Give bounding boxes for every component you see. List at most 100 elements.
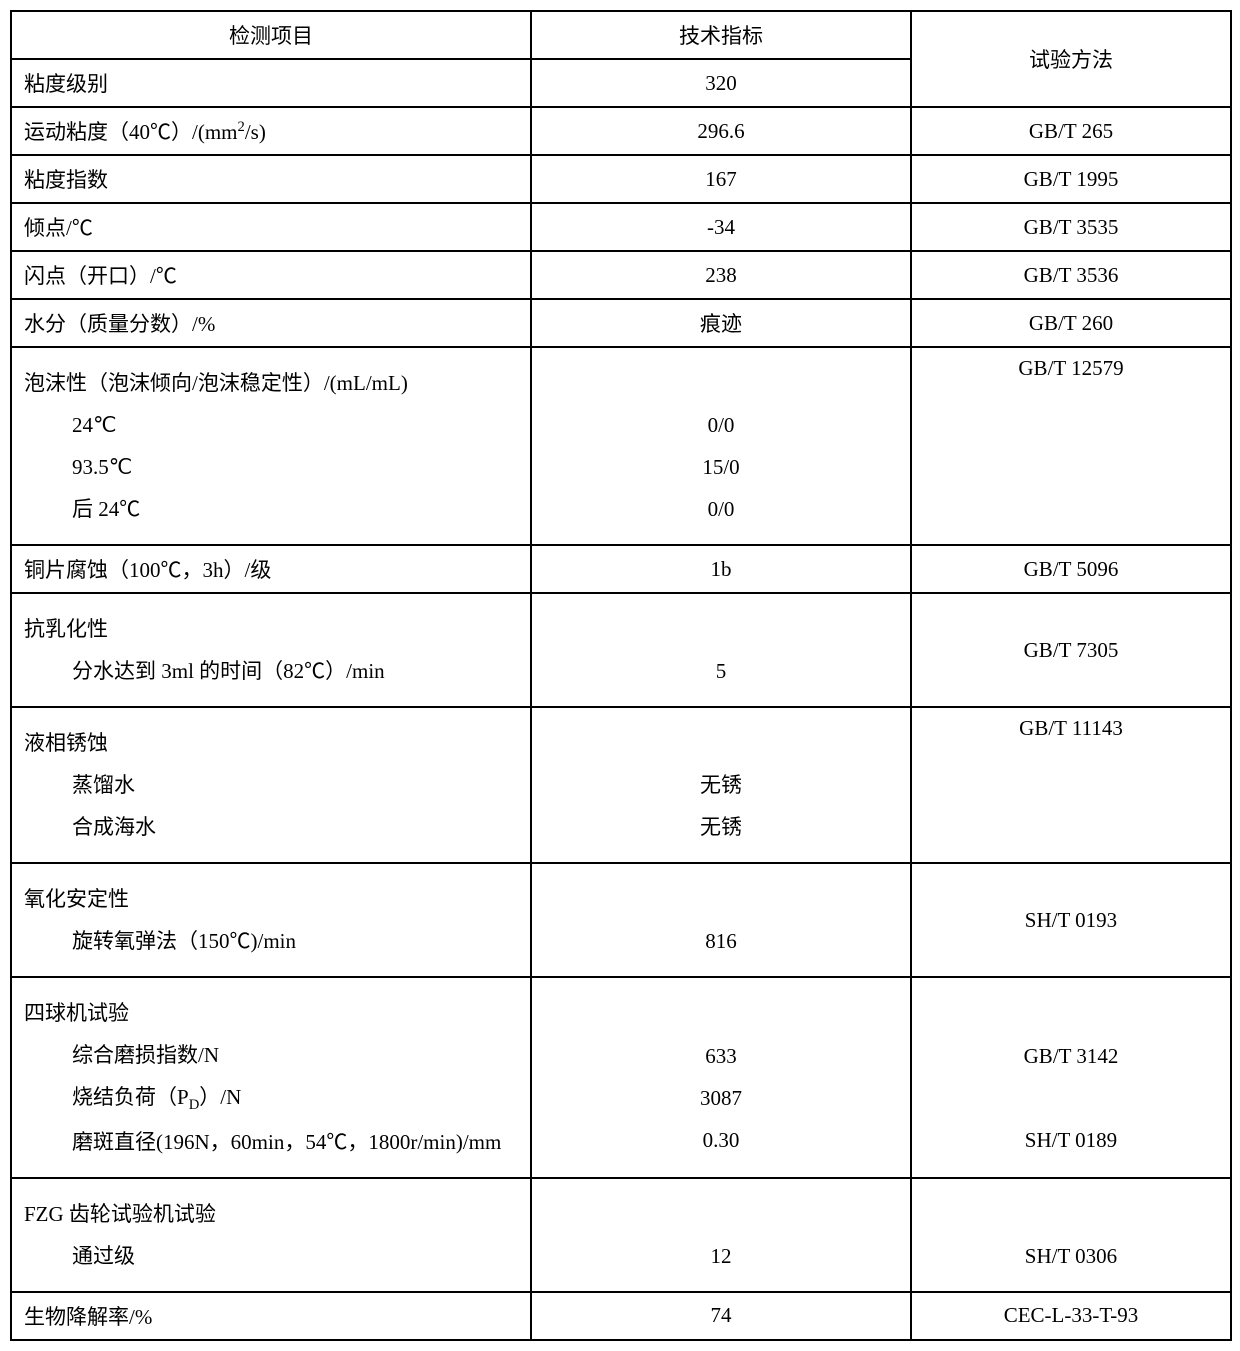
- value-text: -34: [707, 215, 735, 239]
- cell-line: 后 24℃: [24, 488, 518, 530]
- value-line: 816: [544, 920, 898, 962]
- value-cell: 296.6: [531, 107, 911, 155]
- value-line: 0.30: [544, 1119, 898, 1161]
- method-cell: GB/T 3142 SH/T 0189: [911, 977, 1231, 1178]
- value-cell: 痕迹: [531, 299, 911, 347]
- item-text: 铜片腐蚀（100℃，3h）/级: [24, 558, 271, 582]
- item-cell: 倾点/℃: [11, 203, 531, 251]
- value-cell: 无锈无锈: [531, 707, 911, 863]
- method-text: GB/T 265: [1029, 119, 1113, 143]
- cell-line: 抗乳化性: [24, 617, 108, 641]
- value-line: [544, 362, 898, 404]
- item-cell: 氧化安定性旋转氧弹法（150℃)/min: [11, 863, 531, 977]
- table-row: 水分（质量分数）/% 痕迹 GB/T 260: [11, 299, 1231, 347]
- item-cell: 粘度级别: [11, 59, 531, 107]
- value-line: 无锈: [544, 764, 898, 806]
- item-cell: 液相锈蚀蒸馏水合成海水: [11, 707, 531, 863]
- value-cell: 0/015/00/0: [531, 347, 911, 545]
- value-line: 0/0: [544, 488, 898, 530]
- method-text: GB/T 11143: [1019, 716, 1123, 740]
- value-line: 15/0: [544, 446, 898, 488]
- table-row: 闪点（开口）/℃ 238 GB/T 3536: [11, 251, 1231, 299]
- value-line: [544, 993, 898, 1035]
- cell-line: 合成海水: [24, 806, 518, 848]
- value-line: 3087: [544, 1077, 898, 1119]
- table-row: 四球机试验综合磨损指数/N烧结负荷（PD）/N磨斑直径(196N，60min，5…: [11, 977, 1231, 1178]
- value-cell: 238: [531, 251, 911, 299]
- method-cell: GB/T 260: [911, 299, 1231, 347]
- method-cell: GB/T 265: [911, 107, 1231, 155]
- item-cell: 铜片腐蚀（100℃，3h）/级: [11, 545, 531, 593]
- specification-table: 检测项目 技术指标 试验方法粘度级别 320 运动粘度（40℃）/(mm2/s) 296.…: [10, 10, 1232, 1341]
- method-cell: SH/T 0193: [911, 863, 1231, 977]
- value-line: 5: [544, 650, 898, 692]
- method-cell: GB/T 12579: [911, 347, 1231, 545]
- item-cell: 生物降解率/%: [11, 1292, 531, 1340]
- value-text: 296.6: [697, 119, 744, 143]
- cell-line: 烧结负荷（PD）/N: [24, 1076, 518, 1121]
- value-line: 12: [544, 1235, 898, 1277]
- item-cell: 四球机试验综合磨损指数/N烧结负荷（PD）/N磨斑直径(196N，60min，5…: [11, 977, 531, 1178]
- value-line: [544, 878, 898, 920]
- item-cell: 闪点（开口）/℃: [11, 251, 531, 299]
- table-row: 生物降解率/%74 CEC-L-33-T-93: [11, 1292, 1231, 1340]
- table-row: 倾点/℃ -34 GB/T 3535: [11, 203, 1231, 251]
- item-cell: 抗乳化性分水达到 3ml 的时间（82℃）/min: [11, 593, 531, 707]
- cell-line: 分水达到 3ml 的时间（82℃）/min: [24, 650, 518, 692]
- cell-line: 泡沫性（泡沫倾向/泡沫稳定性）/(mL/mL): [24, 371, 408, 395]
- cell-line: 蒸馏水: [24, 764, 518, 806]
- table-row: 铜片腐蚀（100℃，3h）/级 1b GB/T 5096: [11, 545, 1231, 593]
- value-text: 167: [705, 167, 737, 191]
- method-cell: SH/T 0306: [911, 1178, 1231, 1292]
- method-text: CEC-L-33-T-93: [1004, 1303, 1139, 1327]
- method-cell: CEC-L-33-T-93: [911, 1292, 1231, 1340]
- method-line: SH/T 0189: [924, 1119, 1218, 1161]
- method-line: GB/T 3142: [924, 1035, 1218, 1077]
- method-text: GB/T 12579: [1018, 356, 1123, 380]
- value-cell: 167: [531, 155, 911, 203]
- method-text: SH/T 0193: [1025, 908, 1117, 932]
- value-line: 633: [544, 1035, 898, 1077]
- method-text: GB/T 1995: [1024, 167, 1119, 191]
- value-text: 238: [705, 263, 737, 287]
- item-cell: FZG 齿轮试验机试验通过级: [11, 1178, 531, 1292]
- value-text: 痕迹: [700, 312, 742, 336]
- cell-line: 液相锈蚀: [24, 731, 108, 755]
- header-cell-item: 检测项目: [11, 11, 531, 59]
- value-line: [544, 608, 898, 650]
- item-cell: 运动粘度（40℃）/(mm2/s): [11, 107, 531, 155]
- method-text: GB/T 3535: [1024, 215, 1119, 239]
- item-text: 粘度指数: [24, 168, 108, 192]
- value-cell: 12: [531, 1178, 911, 1292]
- table-row: 粘度指数 167 GB/T 1995: [11, 155, 1231, 203]
- table-header-row: 检测项目技术指标试验方法: [11, 11, 1231, 59]
- value-line: [544, 1193, 898, 1235]
- method-cell: GB/T 1995: [911, 155, 1231, 203]
- item-text: 倾点/℃: [24, 216, 93, 240]
- table-body: 检测项目 技术指标 试验方法粘度级别 320 运动粘度（40℃）/(mm2/s) 296.…: [11, 11, 1231, 1340]
- header-cell-method: 试验方法: [911, 11, 1231, 107]
- value-cell: 63330870.30: [531, 977, 911, 1178]
- table-row: 运动粘度（40℃）/(mm2/s) 296.6 GB/T 265: [11, 107, 1231, 155]
- method-line: [924, 1193, 1218, 1235]
- value-line: 0/0: [544, 404, 898, 446]
- value-text: 320: [705, 71, 737, 95]
- method-cell: GB/T 5096: [911, 545, 1231, 593]
- col-header-value: 技术指标: [679, 24, 763, 48]
- method-text: GB/T 5096: [1024, 557, 1119, 581]
- item-cell: 泡沫性（泡沫倾向/泡沫稳定性）/(mL/mL)24℃93.5℃后 24℃: [11, 347, 531, 545]
- value-cell: 1b: [531, 545, 911, 593]
- table-row: 氧化安定性旋转氧弹法（150℃)/min 816 SH/T 0193: [11, 863, 1231, 977]
- value-text: 1b: [711, 557, 732, 581]
- method-line: SH/T 0306: [924, 1235, 1218, 1277]
- cell-line: 综合磨损指数/N: [24, 1034, 518, 1076]
- method-cell: GB/T 3536: [911, 251, 1231, 299]
- method-line: [924, 993, 1218, 1035]
- cell-line: 24℃: [24, 404, 518, 446]
- cell-line: 通过级: [24, 1235, 518, 1277]
- value-line: [544, 722, 898, 764]
- value-cell: 74: [531, 1292, 911, 1340]
- method-cell: GB/T 7305: [911, 593, 1231, 707]
- item-cell: 水分（质量分数）/%: [11, 299, 531, 347]
- cell-line: 磨斑直径(196N，60min，54℃，1800r/min)/mm: [24, 1121, 518, 1163]
